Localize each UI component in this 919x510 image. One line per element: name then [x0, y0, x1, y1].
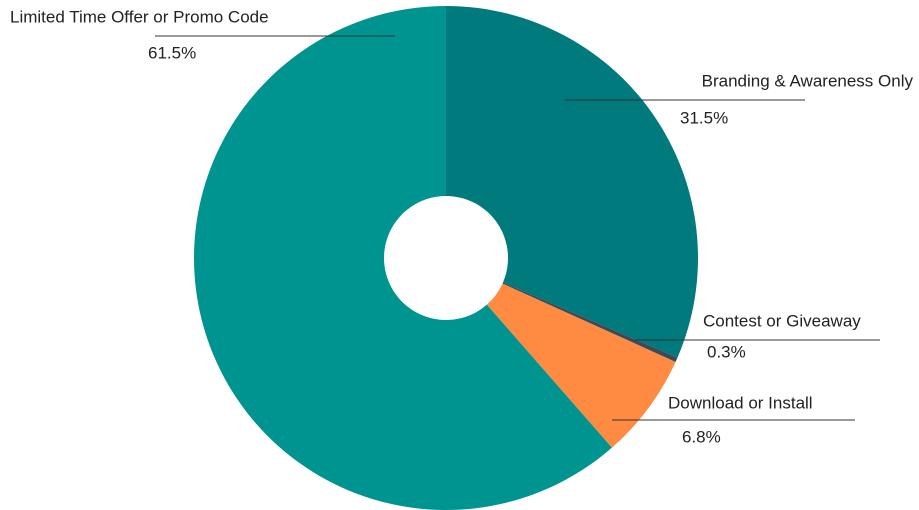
slice — [194, 6, 612, 510]
value-label: 61.5% — [148, 43, 196, 62]
slice — [446, 6, 698, 358]
slice-label: Branding & Awareness Only — [702, 71, 914, 90]
slice-label: Limited Time Offer or Promo Code — [10, 7, 269, 26]
value-label: 31.5% — [680, 108, 728, 127]
slice — [502, 282, 678, 362]
value-label: 0.3% — [707, 342, 746, 361]
slice — [486, 283, 676, 448]
value-label: 6.8% — [682, 427, 721, 446]
slice-label: Download or Install — [668, 393, 813, 412]
slice-label: Contest or Giveaway — [703, 311, 861, 330]
